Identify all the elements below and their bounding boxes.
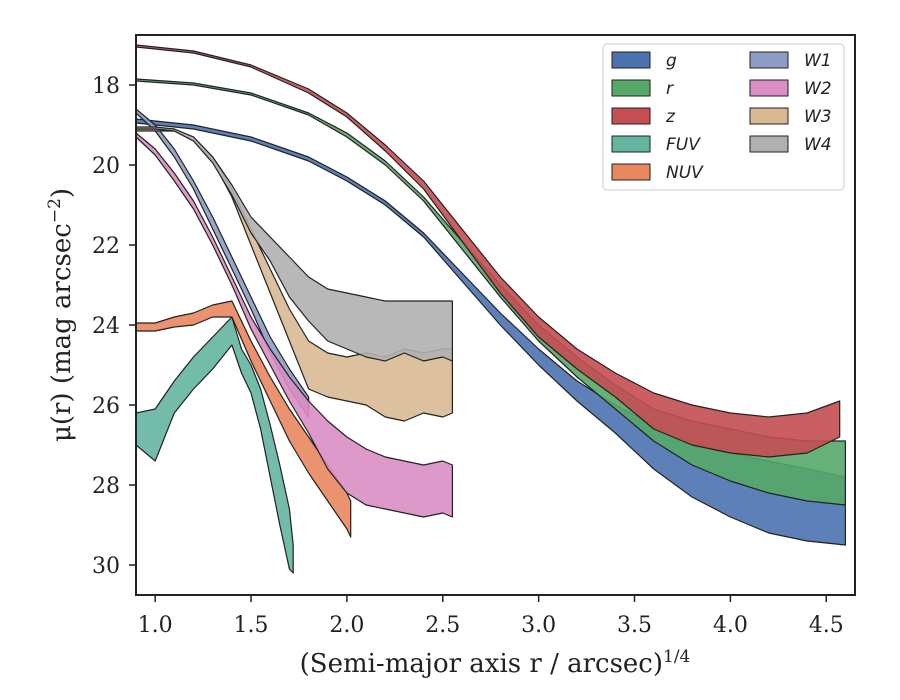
y-tick-label: 26 — [92, 394, 120, 419]
legend-label-w2: W2 — [804, 79, 832, 99]
legend-label-nuv: NUV — [666, 163, 704, 183]
x-tick-label: 2.0 — [329, 613, 364, 638]
legend-swatch-w4 — [749, 135, 789, 153]
y-axis-ticks: 18 20 22 24 26 28 30 — [92, 74, 136, 579]
series-band-z — [136, 44, 841, 458]
legend-label-r: r — [666, 79, 674, 99]
y-tick-label: 20 — [92, 154, 120, 179]
legend-swatch-w1 — [749, 51, 789, 69]
x-tick-label: 4.0 — [713, 613, 748, 638]
legend-label-w4: W4 — [804, 135, 832, 155]
legend-swatch-nuv — [611, 163, 651, 181]
legend-swatch-fuv — [611, 135, 651, 153]
legend: grz FUV NUV W1 W2 W3 W4 — [602, 43, 845, 191]
legend-label-fuv: FUV — [666, 135, 701, 155]
legend-label-w1: W1 — [804, 51, 832, 71]
plot-frame — [135, 34, 856, 596]
y-tick-label: 28 — [92, 474, 120, 499]
legend-label-w3: W3 — [804, 107, 832, 127]
x-axis-label: (Semi-major axis r / arcsec)1/4 — [300, 647, 691, 679]
legend-swatch-w3 — [749, 107, 789, 125]
series-band-nuv — [136, 300, 352, 538]
y-tick-label: 22 — [92, 234, 120, 259]
legend-swatch-r — [611, 79, 651, 97]
series-band-w4 — [136, 126, 453, 362]
series-band-w2 — [136, 132, 453, 518]
x-tick-label: 3.5 — [617, 613, 652, 638]
legend-label-g: g — [666, 51, 677, 71]
x-tick-label: 1.5 — [234, 613, 269, 638]
x-axis-ticks: 1.0 1.5 2.0 2.5 3.0 3.5 4.0 4.5 — [138, 595, 844, 638]
legend-swatch-g — [611, 51, 651, 69]
y-tick-label: 30 — [92, 554, 120, 579]
x-tick-label: 2.5 — [425, 613, 460, 638]
series-layer — [136, 44, 847, 574]
legend-swatch-w2 — [749, 79, 789, 97]
series-band-r — [136, 78, 847, 506]
series-band-fuv — [136, 316, 294, 574]
legend-swatch-z — [611, 107, 651, 125]
y-tick-label: 24 — [92, 314, 120, 339]
y-tick-label: 18 — [92, 74, 120, 99]
legend-label-z: z — [665, 107, 676, 127]
x-tick-label: 1.0 — [138, 613, 173, 638]
y-axis-label: μ(r) (mag arcsec−2) — [45, 188, 77, 442]
x-tick-label: 3.0 — [521, 613, 556, 638]
x-tick-label: 4.5 — [809, 613, 844, 638]
